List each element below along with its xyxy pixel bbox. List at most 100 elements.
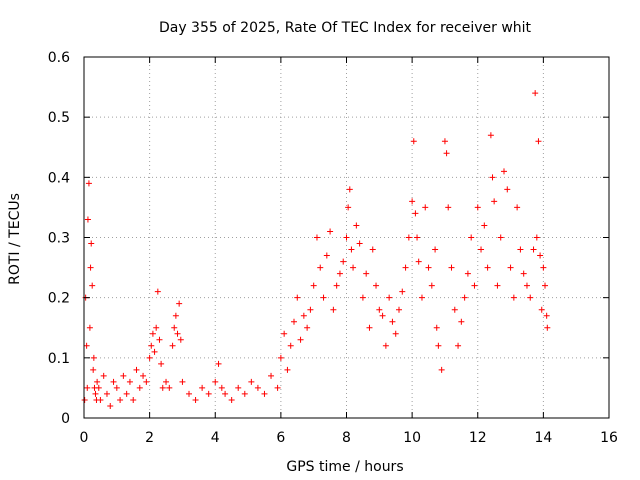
data-point	[399, 288, 406, 295]
data-point	[172, 312, 179, 319]
data-point	[248, 378, 255, 385]
y-tick-label: 0.6	[48, 50, 70, 66]
data-point	[376, 306, 383, 313]
data-point	[527, 294, 534, 301]
data-point	[310, 282, 317, 289]
data-point	[481, 222, 488, 229]
data-point	[281, 330, 288, 337]
y-axis-label: ROTI / TECUs	[7, 193, 23, 285]
data-point	[474, 204, 481, 211]
data-point	[451, 306, 458, 313]
x-tick-label: 16	[600, 430, 618, 446]
data-point	[235, 384, 242, 391]
data-point	[241, 390, 248, 397]
data-point	[523, 282, 530, 289]
data-point	[458, 318, 465, 325]
data-point	[464, 270, 471, 277]
chart-title: Day 355 of 2025, Rate Of TEC Index for r…	[159, 20, 532, 36]
grid-layer	[84, 57, 609, 418]
data-point	[287, 342, 294, 349]
data-point	[443, 150, 450, 157]
data-point	[176, 300, 183, 307]
data-point	[418, 294, 425, 301]
data-point	[369, 246, 376, 253]
data-point	[412, 210, 419, 217]
y-tick-label: 0	[61, 411, 70, 427]
x-tick-label: 2	[145, 430, 154, 446]
data-point	[88, 240, 95, 247]
data-point	[117, 396, 124, 403]
data-point	[254, 384, 261, 391]
data-point	[392, 330, 399, 337]
data-point	[205, 390, 212, 397]
data-point	[455, 342, 462, 349]
data-point	[542, 282, 549, 289]
data-point	[489, 174, 496, 181]
data-point	[438, 366, 445, 373]
data-point	[405, 234, 412, 241]
data-point	[330, 306, 337, 313]
data-point	[268, 372, 275, 379]
data-point	[333, 282, 340, 289]
data-point	[133, 366, 140, 373]
data-point	[153, 324, 160, 331]
data-point	[186, 390, 192, 397]
data-point	[158, 360, 165, 367]
data-point	[537, 252, 544, 259]
data-point	[353, 222, 360, 229]
data-point	[90, 354, 97, 361]
data-point	[274, 384, 281, 391]
data-point	[84, 384, 91, 391]
data-point	[222, 390, 229, 397]
x-tick-label: 12	[469, 430, 487, 446]
data-point	[544, 324, 551, 331]
data-point	[345, 204, 352, 211]
data-point	[103, 390, 110, 397]
data-point	[166, 384, 173, 391]
data-point	[171, 324, 178, 331]
data-point	[494, 282, 501, 289]
x-tick-label: 4	[211, 430, 220, 446]
data-point	[320, 294, 327, 301]
data-point	[148, 342, 155, 349]
data-point	[215, 360, 222, 367]
data-point	[530, 246, 537, 253]
data-point	[90, 366, 97, 373]
y-tick-label: 0.5	[48, 110, 70, 126]
data-point	[414, 234, 421, 241]
data-point	[396, 306, 402, 313]
data-point	[520, 270, 527, 277]
data-point	[510, 294, 517, 301]
data-point	[199, 384, 206, 391]
data-point	[491, 198, 498, 205]
y-tick-label: 0.3	[48, 231, 70, 247]
data-point	[297, 336, 304, 343]
data-point	[415, 258, 422, 265]
data-point	[336, 270, 343, 277]
x-tick-label: 14	[534, 430, 552, 446]
data-point	[126, 378, 133, 385]
data-point	[343, 234, 350, 241]
x-tick-label: 6	[276, 430, 285, 446]
data-point	[461, 294, 468, 301]
data-point	[441, 138, 448, 145]
data-point	[402, 264, 409, 271]
data-point	[532, 90, 539, 97]
data-point	[313, 234, 320, 241]
data-point	[95, 384, 102, 391]
data-point	[163, 378, 170, 385]
data-point	[468, 234, 475, 241]
data-point	[535, 138, 542, 145]
data-point	[110, 378, 117, 385]
data-point	[409, 198, 416, 205]
data-point	[433, 324, 440, 331]
data-point	[540, 264, 547, 271]
data-point	[373, 282, 380, 289]
x-tick-label: 8	[342, 430, 351, 446]
data-point	[177, 336, 184, 343]
data-point	[504, 186, 511, 193]
x-axis-label: GPS time / hours	[286, 459, 403, 475]
data-point	[179, 378, 186, 385]
data-point	[484, 264, 491, 271]
tick-layer: 0 2 4 6 8 10 12 14 16 0 0.1 0.2 0.3 0.4 0.5 0.6	[48, 50, 618, 446]
